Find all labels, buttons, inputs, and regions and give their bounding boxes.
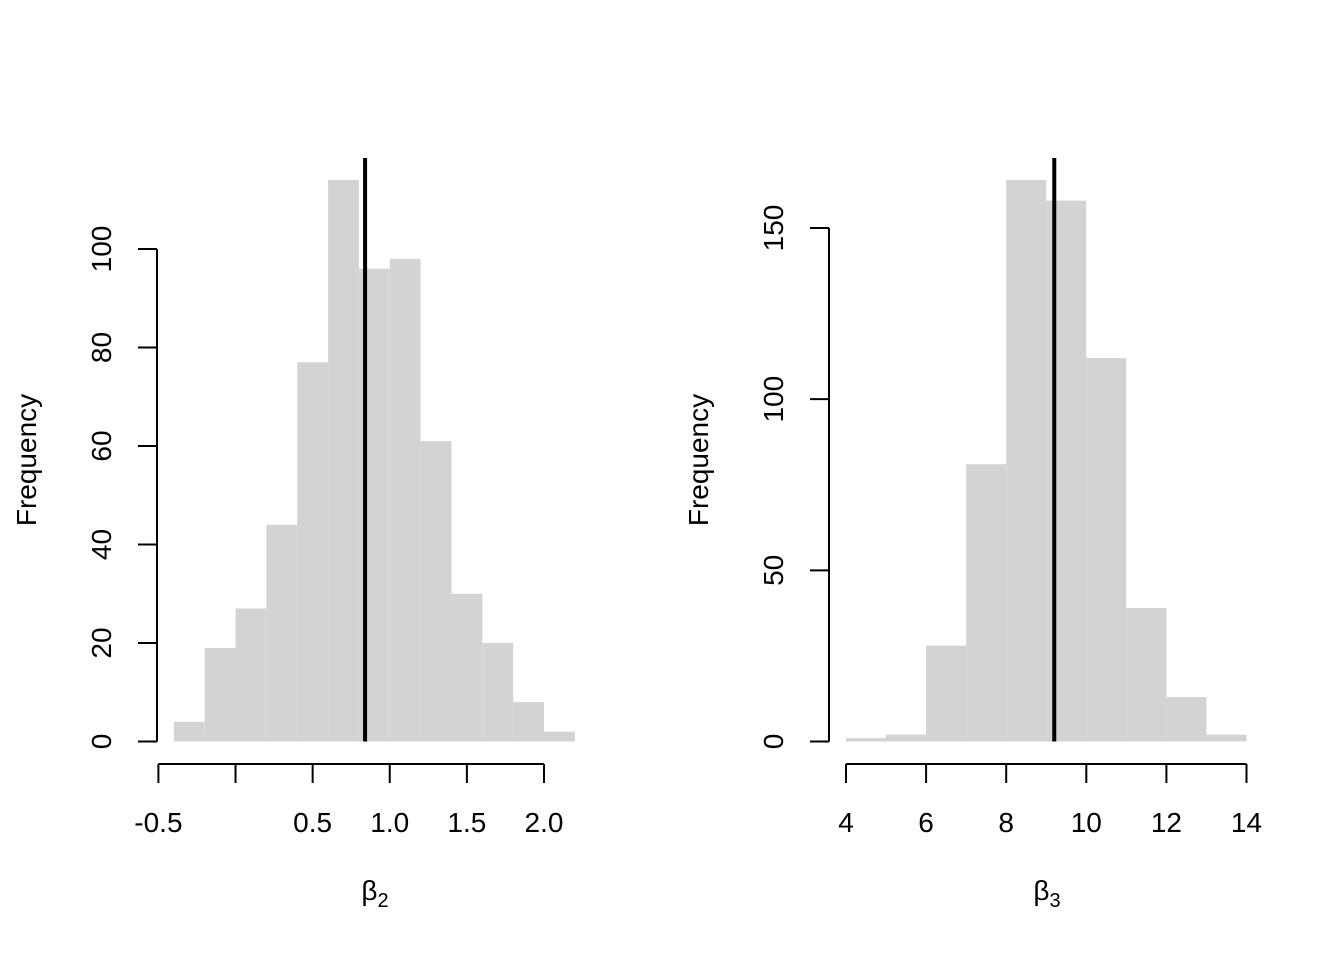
y-tick-label: 0: [86, 734, 117, 750]
x-tick-label: 10: [1071, 807, 1102, 838]
histogram-panel-beta2: 0 20 40 60 80 100 -0.5 0.5 1.0 1.5 2.0 Frequency β2: [11, 158, 575, 912]
y-axis-title: Frequency: [683, 394, 714, 526]
y-tick-label: 40: [86, 529, 117, 560]
histogram-bar: [1006, 180, 1047, 742]
y-tick-label: 100: [86, 226, 117, 273]
histogram-bar: [886, 734, 927, 742]
y-tick-label: 50: [758, 555, 789, 586]
x-tick-label: 6: [918, 807, 934, 838]
histogram-bar: [451, 593, 483, 742]
x-tick-label: 12: [1151, 807, 1182, 838]
x-axis-title-subscript: 3: [1049, 890, 1060, 912]
histogram-bar: [482, 643, 514, 742]
histogram-bar: [846, 738, 887, 742]
x-tick-label: 1.5: [447, 807, 486, 838]
histogram-bar: [513, 702, 544, 742]
x-tick-label: 2.0: [525, 807, 564, 838]
histogram-bar: [1046, 200, 1087, 742]
histogram-bar: [235, 608, 267, 742]
x-axis-title-symbol: β: [361, 875, 377, 906]
histogram-bar: [389, 258, 421, 742]
y-tick-label: 0: [758, 734, 789, 750]
histogram-bar: [1206, 734, 1247, 742]
x-axis-title: β2: [361, 875, 388, 912]
histogram-bar: [966, 464, 1007, 742]
y-tick-label: 100: [758, 376, 789, 423]
x-axis-title-subscript: 2: [377, 890, 388, 912]
x-tick-label: 8: [998, 807, 1014, 838]
y-tick-label: 60: [86, 430, 117, 461]
x-axis-title: β3: [1033, 875, 1060, 912]
histogram-bar: [173, 721, 205, 742]
x-tick-label: 4: [838, 807, 854, 838]
x-tick-label: 1.0: [370, 807, 409, 838]
x-tick-label: 14: [1231, 807, 1262, 838]
histogram-bar: [297, 362, 329, 742]
histogram-bar: [1126, 607, 1167, 742]
histogram-bar: [204, 647, 236, 742]
x-tick-label: -0.5: [134, 807, 182, 838]
histogram-bar: [926, 645, 967, 742]
histogram-bar: [328, 180, 359, 742]
histogram-panel-beta3: 0 50 100 150 4 6 8 10 12 14 Frequency β3: [683, 158, 1262, 912]
histogram-bar: [420, 441, 452, 742]
y-tick-label: 80: [86, 332, 117, 363]
x-axis-title-symbol: β: [1033, 875, 1049, 906]
x-tick-label: 0.5: [293, 807, 332, 838]
histogram-bar: [1086, 358, 1127, 742]
y-axis-title: Frequency: [11, 394, 42, 526]
histogram-bar: [1166, 696, 1207, 742]
histogram-bar: [266, 524, 298, 742]
y-tick-label: 20: [86, 627, 117, 658]
histogram-bar: [544, 731, 575, 742]
y-tick-label: 150: [758, 205, 789, 252]
